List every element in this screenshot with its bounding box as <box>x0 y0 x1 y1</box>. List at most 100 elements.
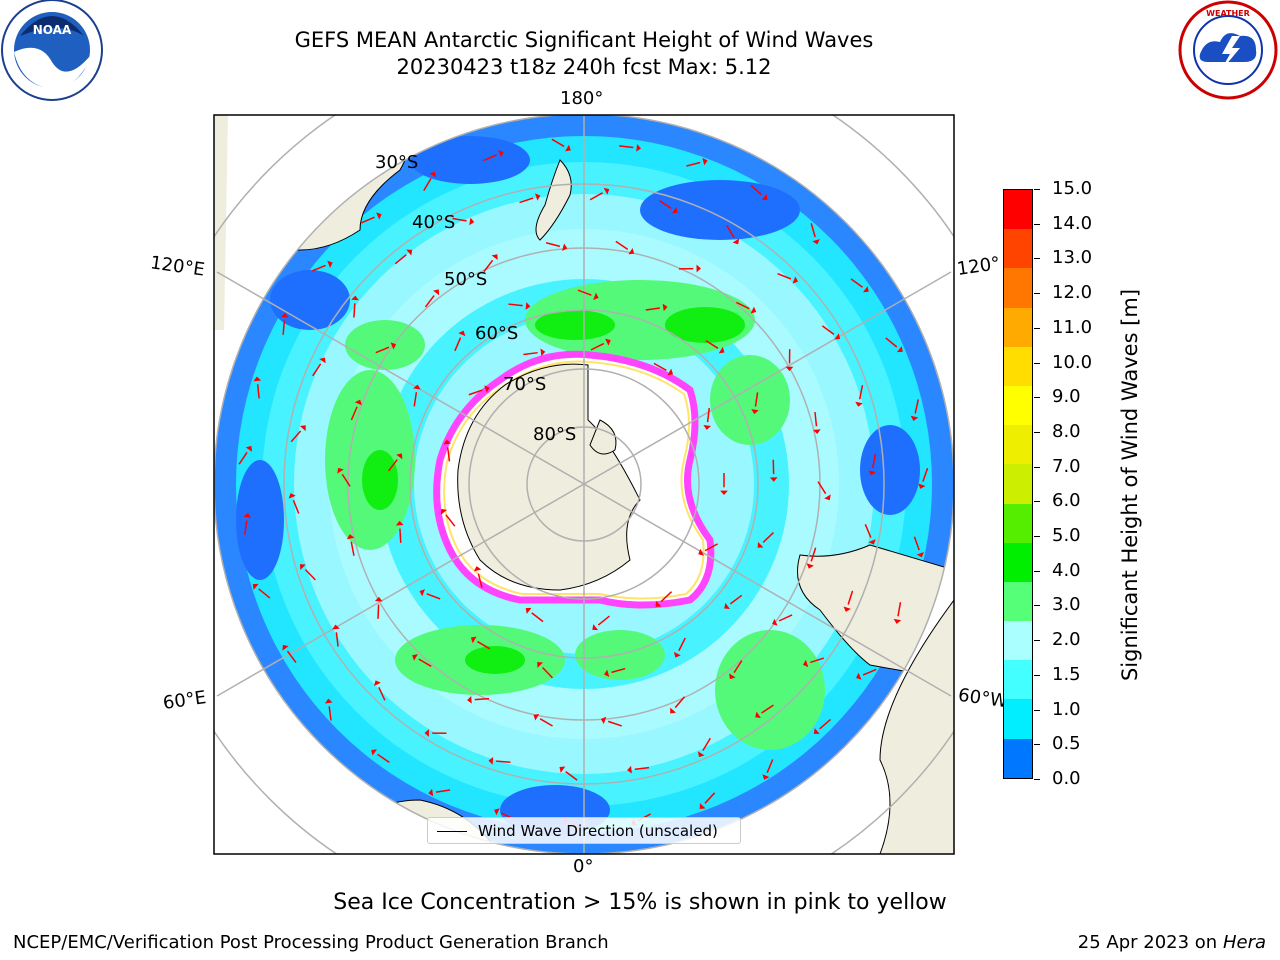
colorbar-tick-label: 13.0 <box>1052 247 1093 269</box>
wave-arrow-head <box>253 376 262 382</box>
wave-arrow-head <box>324 698 333 704</box>
colorbar-tick-label: 15.0 <box>1052 178 1093 199</box>
wave-arrow-shaft <box>523 351 538 356</box>
wave-arrow-shaft <box>350 406 358 421</box>
wave-arrow-shaft <box>468 389 483 396</box>
wave-arrow-head <box>698 548 704 556</box>
wave-arrow-shaft <box>615 240 629 250</box>
wave-arrow-head <box>868 470 876 476</box>
colorbar-segment <box>1004 699 1032 739</box>
wave-arrow-head <box>540 348 546 357</box>
svg-text:NOAA: NOAA <box>33 23 72 37</box>
colorbar-tick-label: 3.0 <box>1052 594 1081 616</box>
colorbar-title: Significant Height of Wind Waves [m] <box>1118 288 1142 682</box>
wave-arrow-head <box>406 249 413 256</box>
wave-height-field <box>214 115 954 854</box>
colorbar-tick <box>1034 293 1040 295</box>
wave-arrow-shaft <box>590 342 605 351</box>
wave-arrow-shaft <box>607 720 622 727</box>
wave-arrow-head <box>491 254 498 261</box>
wave-arrow-shaft <box>378 687 386 701</box>
wave-arrow-shaft <box>821 325 835 335</box>
wave-arrow-shaft <box>850 278 864 288</box>
wave-arrow-head <box>813 728 820 734</box>
colorbar-tick-label: 12.0 <box>1052 282 1093 304</box>
colorbar-tick <box>1034 640 1040 642</box>
wave-arrow-shaft <box>423 177 432 192</box>
wave-arrow-head <box>910 415 919 421</box>
colorbar-tick <box>1034 674 1040 676</box>
wave-arrow-head <box>655 600 662 607</box>
colorbar-tick-label: 4.0 <box>1052 559 1081 581</box>
colorbar-tick <box>1034 501 1040 503</box>
wave-arrow-shaft <box>361 216 375 224</box>
wave-arrow-head <box>419 589 425 597</box>
wave-arrow-shaft <box>847 590 854 605</box>
wave-arrow-shaft <box>611 667 626 674</box>
wave-arrow-shaft <box>477 573 483 588</box>
colorbar-segment <box>1004 621 1032 661</box>
wave-arrow-shaft <box>750 184 763 196</box>
wave-arrow-head <box>413 384 421 390</box>
wave-arrow-shaft <box>634 766 650 771</box>
wave-arrow-head <box>703 425 712 430</box>
colorbar-tick-label: 0.5 <box>1052 733 1081 755</box>
wave-arrow-shaft <box>304 569 316 581</box>
wave-arrow-shaft <box>858 385 864 400</box>
wave-arrow-head <box>429 171 437 178</box>
colorbar-tick <box>1034 570 1040 572</box>
wave-arrow-shaft <box>394 254 407 265</box>
producer-credit: NCEP/EMC/Verification Post Processing Pr… <box>13 932 609 953</box>
colorbar-tick <box>1034 327 1040 329</box>
wave-arrow-head <box>824 494 831 501</box>
wave-arrow-shaft <box>897 602 902 617</box>
wave-arrow-head <box>288 493 296 499</box>
wave-arrow-head <box>525 302 531 310</box>
wave-arrow-head <box>498 150 504 158</box>
wave-arrow-shaft <box>282 320 286 335</box>
wave-arrow-shaft <box>762 531 774 543</box>
wave-arrow-head <box>473 566 482 572</box>
graticule <box>214 115 954 854</box>
lat-label-70s: 70°S <box>503 374 547 395</box>
colorbar-tick-label: 14.0 <box>1052 212 1093 234</box>
wave-arrow-shaft <box>435 789 451 793</box>
wave-arrow-head <box>916 552 924 558</box>
wave-arrow-shaft <box>619 145 634 149</box>
wave-arrow-shaft <box>328 706 332 721</box>
wave-arrow-shaft <box>508 303 523 307</box>
wave-arrow-head <box>396 453 403 460</box>
colorbar-segment <box>1004 660 1032 700</box>
wave-arrow-head <box>862 286 869 293</box>
wave-arrow-shaft <box>350 541 355 556</box>
colorbar-segment <box>1004 738 1032 778</box>
wave-arrow-shaft <box>702 737 711 751</box>
wave-arrow-shaft <box>577 289 592 296</box>
wave-arrow-shaft <box>704 543 719 552</box>
wave-arrow-head <box>484 385 490 393</box>
wave-arrow-head <box>440 508 448 515</box>
wave-arrow-shaft <box>817 481 827 495</box>
wave-arrow-shaft <box>810 547 817 562</box>
wave-arrow-head <box>593 292 599 300</box>
wave-arrow-head <box>467 695 472 704</box>
wave-arrow-head <box>243 512 252 518</box>
wave-arrow-head <box>662 303 668 312</box>
colorbar-tick-label: 11.0 <box>1052 316 1093 338</box>
wave-arrow-shaft <box>913 536 920 551</box>
wave-arrow-shaft <box>258 588 271 599</box>
wave-arrow-head <box>533 713 540 721</box>
wave-arrow-shaft <box>335 632 339 647</box>
wave-arrow-head <box>604 669 610 677</box>
wave-arrow-head <box>373 680 381 686</box>
noaa-logo: NOAA <box>1 0 103 101</box>
wave-arrow-shaft <box>686 161 701 167</box>
colorbar-tick <box>1034 431 1040 433</box>
wave-arrow-shaft <box>377 753 390 764</box>
wave-arrow-head <box>494 808 500 816</box>
svg-text:WEATHER: WEATHER <box>1206 9 1250 18</box>
wave-arrow-head <box>280 312 289 318</box>
wave-arrow-shaft <box>238 451 248 465</box>
wave-arrow-head <box>868 539 876 545</box>
wave-arrow-head <box>699 803 706 809</box>
